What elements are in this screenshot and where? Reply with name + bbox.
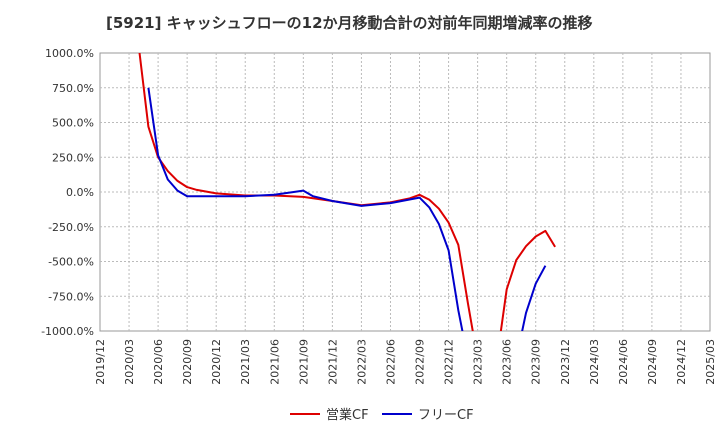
x-tick-label: 2023/03 — [472, 339, 485, 385]
series-layer — [138, 53, 556, 331]
chart-title: [5921] キャッシュフローの12か月移動合計の対前年同期増減率の推移 — [106, 14, 593, 32]
x-axis: 2019/12 2020/03 2020/06 2020/09 2020/12 2021/… — [94, 339, 717, 385]
series-line-operating-cf — [138, 53, 556, 331]
x-tick-label: 2020/06 — [152, 339, 165, 385]
x-tick-label: 2022/06 — [384, 339, 397, 385]
x-tick-label: 2022/03 — [355, 339, 368, 385]
y-tick-label: 250.0% — [52, 151, 94, 164]
y-tick-label: 500.0% — [52, 117, 94, 130]
x-tick-label: 2021/06 — [268, 339, 281, 385]
legend-label: 営業CF — [326, 407, 369, 423]
y-tick-label: -750.0% — [48, 290, 94, 303]
x-tick-label: 2022/09 — [414, 339, 427, 385]
x-tick-label: 2021/09 — [297, 339, 310, 385]
gridlines — [100, 53, 710, 331]
x-tick-label: 2021/12 — [326, 339, 339, 385]
y-tick-label: -1000.0% — [41, 325, 94, 338]
legend-label: フリーCF — [418, 408, 474, 423]
x-tick-label: 2019/12 — [94, 339, 107, 385]
x-tick-label: 2024/06 — [617, 339, 630, 385]
y-tick-label: 1000.0% — [45, 47, 94, 60]
x-tick-label: 2023/09 — [530, 339, 543, 385]
x-tick-label: 2020/09 — [181, 339, 194, 385]
x-tick-label: 2025/03 — [704, 339, 717, 385]
y-tick-label: 750.0% — [52, 82, 94, 95]
x-tick-label: 2023/06 — [501, 339, 514, 385]
y-tick-label: 0.0% — [66, 186, 94, 199]
x-tick-label: 2020/12 — [210, 339, 223, 385]
x-tick-label: 2023/12 — [559, 339, 572, 385]
y-tick-label: -250.0% — [48, 221, 94, 234]
x-tick-label: 2020/03 — [123, 339, 136, 385]
x-tick-label: 2024/03 — [588, 339, 601, 385]
x-tick-label: 2022/12 — [443, 339, 456, 385]
x-tick-label: 2024/12 — [675, 339, 688, 385]
y-tick-label: -500.0% — [48, 256, 94, 269]
x-tick-label: 2021/03 — [239, 339, 252, 385]
x-tick-label: 2024/09 — [646, 339, 659, 385]
y-axis: 1000.0% 750.0% 500.0% 250.0% 0.0% -250.0% -500… — [41, 47, 94, 338]
legend: 営業CF フリーCF — [290, 407, 474, 423]
series-line-free-cf — [147, 87, 547, 331]
